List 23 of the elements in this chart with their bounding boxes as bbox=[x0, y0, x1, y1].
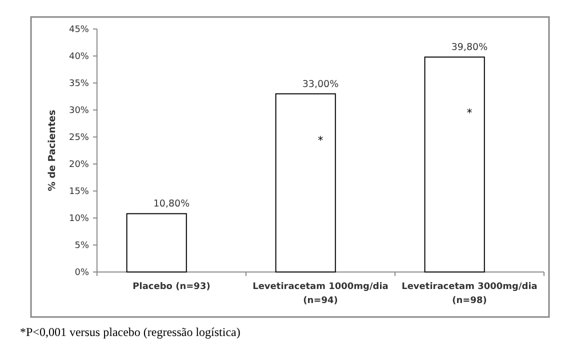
y-tick-label: 45% bbox=[68, 25, 90, 36]
bar bbox=[424, 56, 485, 272]
text: *P<0,001 versus placebo (regressão logística) bbox=[20, 325, 240, 339]
y-tick-label: 35% bbox=[68, 79, 90, 90]
x-tick-label: Levetiracetam 1000mg/dia (n=94) bbox=[252, 282, 388, 306]
y-axis-title: % de Pacientes bbox=[47, 110, 58, 192]
data-label: 33,00% bbox=[302, 78, 339, 90]
y-tick-label: 5% bbox=[74, 241, 90, 252]
data-label: 10,80% bbox=[153, 198, 190, 210]
bar bbox=[275, 93, 336, 272]
x-tick-label: Placebo (n=93) bbox=[132, 282, 210, 292]
y-tick-label: 0% bbox=[74, 268, 90, 278]
y-tick-label: 30% bbox=[68, 106, 90, 116]
annotation: * bbox=[318, 134, 324, 147]
data-label: 39,80% bbox=[451, 42, 488, 54]
y-tick-label: 20% bbox=[68, 160, 90, 170]
y-tick-label: 40% bbox=[68, 52, 90, 62]
annotation: * bbox=[466, 106, 473, 120]
x-tick-label: Levetiracetam 3000mg/dia (n=98) bbox=[402, 282, 538, 306]
bar bbox=[126, 213, 187, 272]
y-tick-label: 25% bbox=[68, 133, 90, 144]
y-tick-label: 10% bbox=[68, 214, 90, 224]
y-tick-label: 15% bbox=[68, 187, 90, 198]
